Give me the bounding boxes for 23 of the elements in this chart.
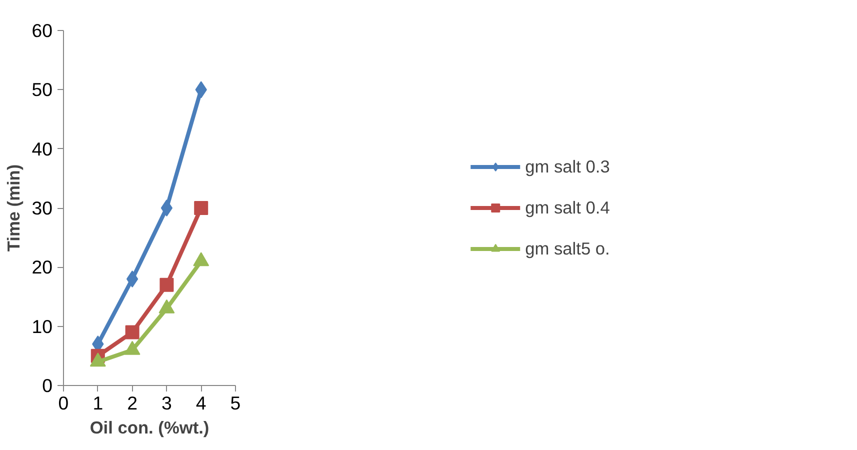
y-tick-label: 20 (32, 256, 53, 278)
legend-label: gm salt 0.3 (525, 156, 610, 177)
x-tick-label: 0 (58, 392, 69, 414)
point (160, 278, 174, 292)
x-tick-label: 3 (162, 392, 172, 414)
y-axis-title: Time (min) (4, 164, 24, 252)
x-tick-label: 1 (92, 392, 104, 414)
point (126, 270, 138, 288)
point (125, 325, 140, 340)
point (160, 200, 173, 216)
y-tick-label: 50 (32, 79, 53, 100)
y-tick-label: 0 (42, 375, 53, 396)
x-axis-title: Oil con. (%wt.) (90, 418, 210, 438)
point (194, 201, 208, 215)
y-tick-label: 10 (32, 316, 53, 337)
legend-label: gm salt 0.4 (525, 197, 610, 218)
y-tick-label: 40 (32, 138, 53, 160)
y-tick-label: 30 (32, 198, 53, 218)
y-tick-label: 60 (32, 20, 53, 41)
legend-label: gm salt5 o. (525, 238, 610, 259)
x-tick-label: 5 (230, 392, 241, 414)
x-tick-label: 2 (127, 392, 138, 414)
x-tick-label: 4 (196, 392, 206, 414)
